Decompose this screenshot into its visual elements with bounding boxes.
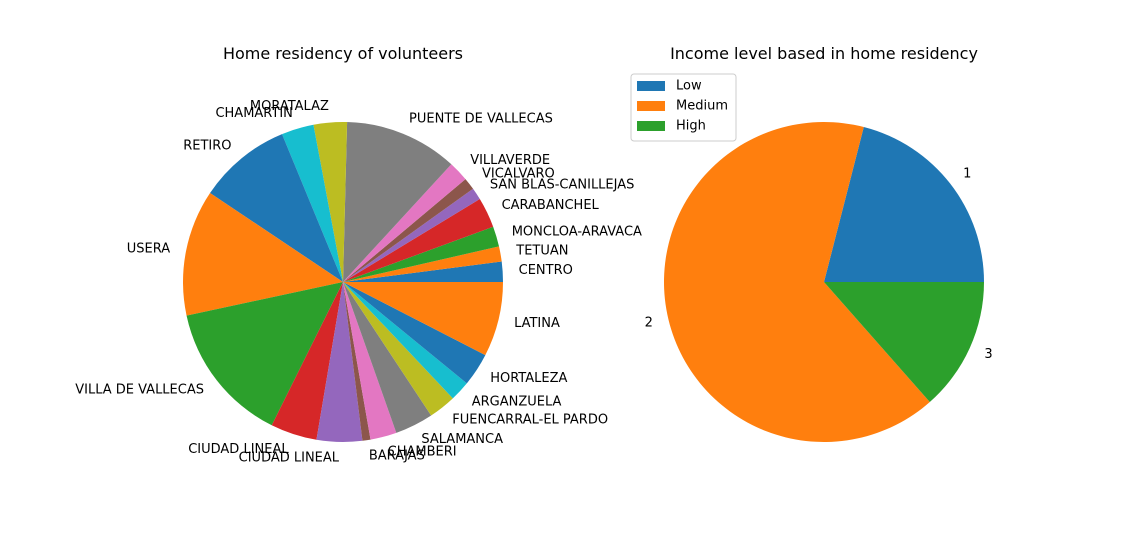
legend-swatch-low [637,81,665,91]
residency-label-chamartin: CHAMARTIN [215,106,292,121]
income-slice-3 [824,282,984,403]
residency-slice-fuencarral-el-pardo [343,282,453,416]
legend-entries: Low Medium High [637,79,728,134]
income-slice-1 [824,127,984,282]
residency-label-ciudad-lineal: CIUDAD LINEAL [239,450,340,465]
residency-label-latina: LATINA [514,316,560,331]
residency-slice-barajas [343,282,371,441]
residency-label-vicalvaro: VICALVARO [482,167,555,182]
residency-label-arganzuela: ARGANZUELA [472,394,562,409]
residency-label-fuencarral-el-pardo: FUENCARRAL-EL PARDO [452,412,608,427]
income-label-2: 2 [645,316,653,331]
residency-label-ciudad-lineal: CIUDAD LINEAL [188,442,289,457]
residency-label-hortaleza: HORTALEZA [490,371,567,386]
residency-label-puente-de-vallecas: PUENTE DE VALLECAS [409,111,553,126]
income-label-3: 3 [984,347,992,362]
residency-slice-moncloa-aravaca [343,226,499,282]
residency-slice-san-blas-canillejas [343,188,480,282]
residency-slice-arganzuela [343,282,467,399]
residency-label-chamberi: CHAMBERI [388,445,457,460]
residency-slice-chamartin [282,124,343,282]
legend-label-high: High [676,119,706,134]
legend-swatch-medium [637,101,665,111]
residency-slice-centro [343,261,503,282]
residency-slice-carabanchel [343,199,494,282]
residency-label-usera: USERA [127,241,170,256]
income-slice-2 [663,122,930,443]
residency-label-salamanca: SALAMANCA [421,432,503,447]
residency-slice-vicalvaro [343,179,474,282]
residency-slice-latina [343,282,503,356]
residency-label-retiro: RETIRO [183,138,231,153]
residency-label-moncloa-aravaca: MONCLOA-ARAVACA [512,224,642,239]
residency-label-san-blas-canillejas: SAN BLAS-CANILLEJAS [490,178,635,193]
income-chart-title: Income level based in home residency [670,44,978,63]
residency-pie-labels: CENTRO TETUAN MONCLOA-ARAVACA CARABANCHEL SA… [75,99,642,465]
residency-slice-ciudad-lineal [271,282,343,440]
residency-pie-chart: Home residency of volunteers CENTRO TETUA… [75,44,642,465]
income-pie-slices [663,122,984,443]
residency-label-centro: CENTRO [519,263,573,278]
income-pie-chart: Income level based in home residency 1 2 3… [630,44,993,443]
residency-label-villaverde: VILLAVERDE [470,153,550,168]
income-legend: Low Medium High [630,73,737,142]
residency-slice-ciudad-lineal [316,282,363,442]
residency-pie-slices [183,121,503,442]
income-label-1: 1 [963,167,971,182]
residency-chart-title: Home residency of volunteers [223,44,463,63]
income-pie-labels: 1 2 3 [645,167,993,362]
residency-label-moratalaz: MORATALAZ [250,99,329,114]
legend-label-low: Low [676,79,702,94]
residency-label-barajas: BARAJAS [369,449,425,464]
residency-slice-chamberi [343,282,397,440]
residency-slice-puente-de-vallecas [343,122,452,282]
residency-slice-usera [183,193,343,316]
legend-label-medium: Medium [676,99,728,114]
residency-label-tetuan: TETUAN [515,244,568,259]
residency-slice-retiro [210,134,343,282]
residency-slice-villa-de-vallecas [186,282,343,426]
residency-slice-villaverde [343,164,466,282]
residency-slice-hortaleza [343,282,486,384]
residency-label-villa-de-vallecas: VILLA DE VALLECAS [75,382,204,397]
residency-slice-moratalaz [313,121,348,282]
legend-swatch-high [637,121,665,131]
residency-slice-salamanca [343,282,432,433]
residency-slice-tetuan [343,246,502,282]
residency-label-carabanchel: CARABANCHEL [502,198,600,213]
